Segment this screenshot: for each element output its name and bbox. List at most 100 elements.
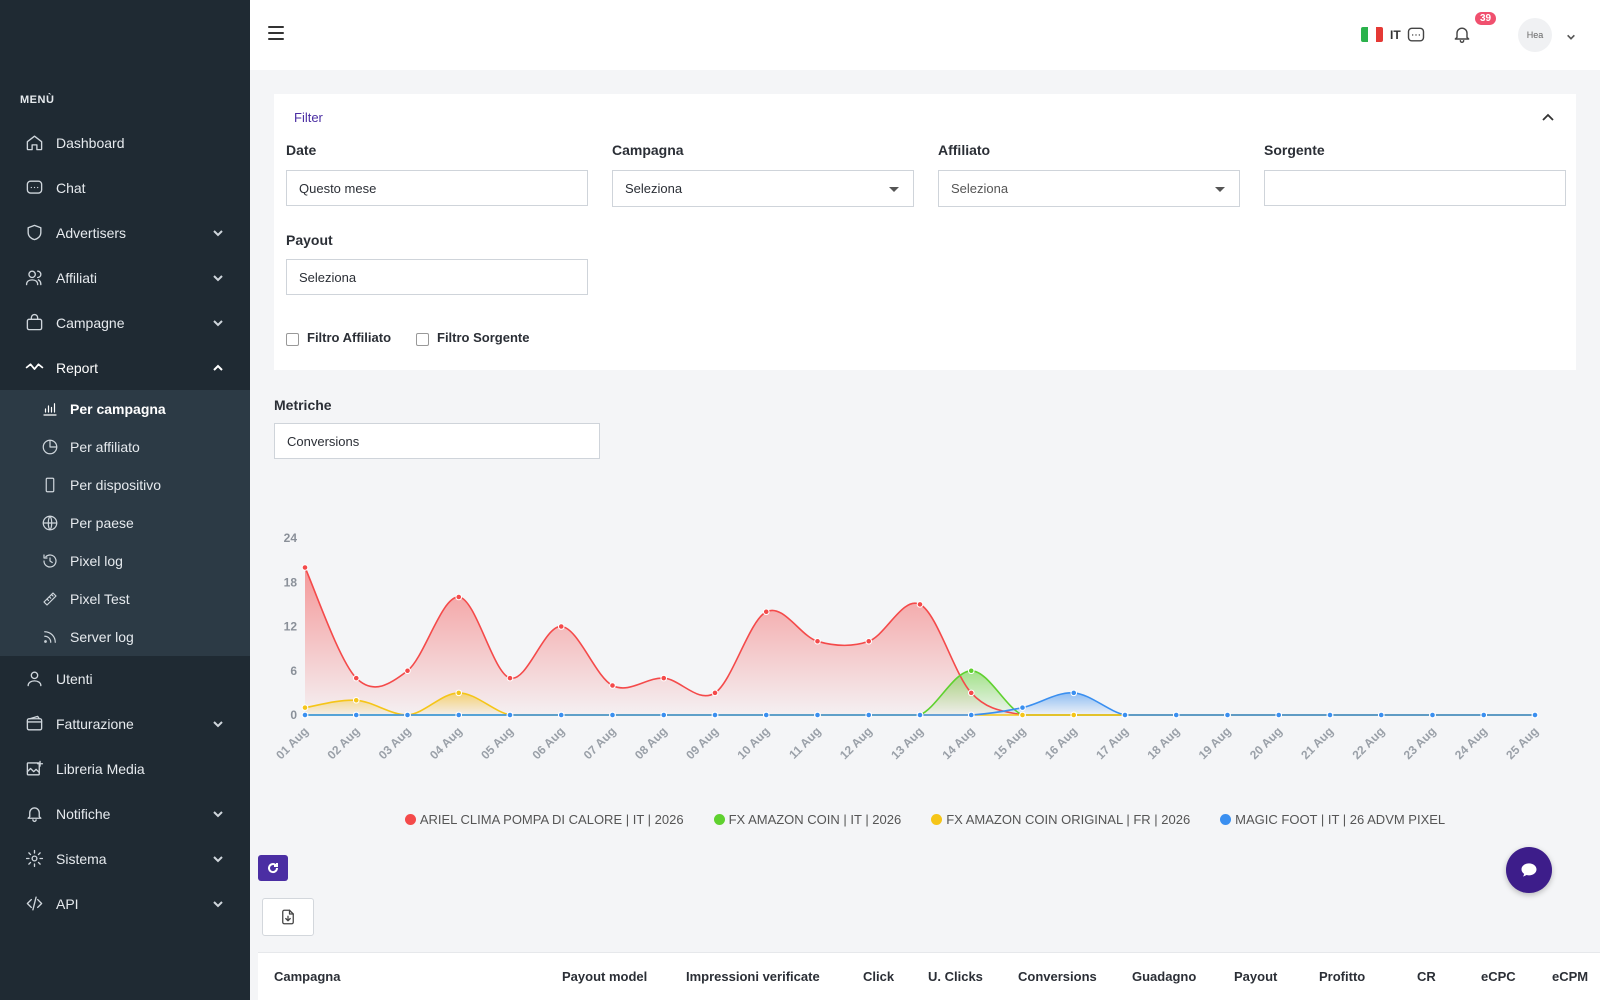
data-point[interactable] — [814, 711, 821, 719]
source-input[interactable] — [1264, 170, 1566, 206]
data-point[interactable] — [916, 601, 924, 608]
sidebar-item-campagne[interactable]: Campagne — [0, 300, 250, 345]
data-point[interactable] — [1224, 711, 1231, 719]
sidebar-item-fatturazione[interactable]: Fatturazione — [0, 701, 250, 746]
data-point[interactable] — [1019, 711, 1026, 719]
data-point[interactable] — [1531, 711, 1539, 719]
data-point[interactable] — [506, 674, 514, 682]
submenu-item-server-log[interactable]: Server log — [0, 618, 250, 656]
data-point[interactable] — [404, 711, 411, 719]
chevron-down-icon[interactable] — [1566, 29, 1576, 40]
table-header-payout-model[interactable]: Payout model — [562, 969, 648, 984]
data-point[interactable] — [609, 711, 616, 719]
data-point[interactable] — [967, 711, 975, 719]
data-point[interactable] — [967, 689, 975, 697]
data-point[interactable] — [506, 711, 514, 719]
data-point[interactable] — [762, 608, 770, 616]
source-filter-checkbox[interactable] — [416, 333, 429, 346]
italy-flag-icon[interactable] — [1361, 27, 1383, 42]
affiliate-filter-label[interactable]: Filtro Affiliato — [307, 330, 392, 345]
data-point[interactable] — [1480, 711, 1488, 719]
data-point[interactable] — [1121, 711, 1129, 719]
export-button[interactable] — [262, 898, 314, 936]
data-point[interactable] — [557, 623, 565, 630]
sidebar-item-advertisers[interactable]: Advertisers — [0, 210, 250, 255]
legend-item[interactable]: MAGIC FOOT | IT | 26 ADVM PIXEL — [1220, 812, 1445, 827]
data-point[interactable] — [455, 593, 463, 601]
table-header-click[interactable]: Click — [863, 969, 895, 984]
submenu-item-per-dispositivo[interactable]: Per dispositivo — [0, 466, 250, 504]
table-header-payout[interactable]: Payout — [1234, 969, 1278, 984]
table-header-cr[interactable]: CR — [1417, 969, 1436, 984]
legend-item[interactable]: FX AMAZON COIN ORIGINAL | FR | 2026 — [931, 812, 1190, 827]
bell-icon[interactable] — [1450, 22, 1474, 46]
data-point[interactable] — [865, 637, 873, 645]
table-header-ecpc[interactable]: eCPC — [1481, 969, 1516, 984]
data-point[interactable] — [1429, 711, 1436, 719]
sidebar-item-sistema[interactable]: Sistema — [0, 836, 250, 881]
chat-icon[interactable] — [1404, 23, 1428, 47]
campaign-select[interactable]: Seleziona — [612, 170, 914, 207]
sidebar-item-report[interactable]: Report — [0, 345, 250, 390]
source-filter-label[interactable]: Filtro Sorgente — [437, 330, 530, 345]
table-header-guadagno[interactable]: Guadagno — [1132, 969, 1197, 984]
sidebar-item-notifiche[interactable]: Notifiche — [0, 791, 250, 836]
data-point[interactable] — [660, 674, 668, 682]
data-point[interactable] — [609, 682, 616, 689]
refresh-button[interactable] — [258, 855, 288, 881]
data-point[interactable] — [711, 689, 719, 697]
data-point[interactable] — [865, 711, 873, 719]
data-point[interactable] — [301, 711, 309, 719]
data-point[interactable] — [1377, 711, 1385, 719]
sidebar-item-utenti[interactable]: Utenti — [0, 656, 250, 701]
language-code[interactable]: IT — [1390, 28, 1401, 42]
data-point[interactable] — [352, 674, 360, 682]
submenu-item-per-affiliato[interactable]: Per affiliato — [0, 428, 250, 466]
data-point[interactable] — [301, 704, 309, 711]
sidebar-item-api[interactable]: API — [0, 881, 250, 926]
data-point[interactable] — [762, 711, 770, 719]
avatar[interactable]: Hea — [1518, 18, 1552, 52]
data-point[interactable] — [1326, 711, 1334, 719]
data-point[interactable] — [1070, 689, 1078, 697]
data-point[interactable] — [352, 711, 360, 719]
table-header-u-clicks[interactable]: U. Clicks — [928, 969, 983, 984]
data-point[interactable] — [967, 667, 975, 675]
sidebar-item-chat[interactable]: Chat — [0, 165, 250, 210]
table-header-ecpm[interactable]: eCPM — [1552, 969, 1589, 984]
submenu-item-per-campagna[interactable]: Per campagna — [0, 390, 250, 428]
submenu-item-pixel-log[interactable]: Pixel log — [0, 542, 250, 580]
chevron-up-icon[interactable] — [1540, 110, 1556, 126]
data-point[interactable] — [916, 711, 924, 719]
table-header-impressioni[interactable]: Impressioni verificate — [686, 969, 820, 984]
hamburger-menu-icon[interactable] — [268, 26, 284, 40]
submenu-item-per-paese[interactable]: Per paese — [0, 504, 250, 542]
data-point[interactable] — [352, 696, 360, 704]
data-point[interactable] — [455, 689, 463, 697]
affiliate-select[interactable]: Seleziona — [938, 170, 1240, 207]
sidebar-item-dashboard[interactable]: Dashboard — [0, 120, 250, 165]
metrics-select[interactable]: Conversions — [274, 423, 600, 459]
affiliate-filter-checkbox[interactable] — [286, 333, 299, 346]
data-point[interactable] — [711, 711, 719, 719]
data-point[interactable] — [557, 711, 565, 719]
data-point[interactable] — [404, 667, 411, 675]
data-point[interactable] — [814, 637, 821, 645]
chat-launcher-button[interactable] — [1506, 847, 1552, 893]
legend-item[interactable]: FX AMAZON COIN | IT | 2026 — [713, 812, 901, 827]
submenu-item-pixel-test[interactable]: Pixel Test — [0, 580, 250, 618]
table-header-campagna[interactable]: Campagna — [274, 969, 341, 984]
payout-field[interactable]: Seleziona — [286, 259, 588, 295]
data-point[interactable] — [301, 564, 309, 571]
table-header-conversions[interactable]: Conversions — [1018, 969, 1097, 984]
sidebar-item-affiliati[interactable]: Affiliati — [0, 255, 250, 300]
data-point[interactable] — [1070, 711, 1078, 719]
legend-item[interactable]: ARIEL CLIMA POMPA DI CALORE | IT | 2026 — [404, 812, 684, 827]
date-field[interactable]: Questo mese — [286, 170, 588, 206]
data-point[interactable] — [1275, 711, 1283, 719]
data-point[interactable] — [660, 711, 668, 719]
data-point[interactable] — [455, 711, 463, 719]
data-point[interactable] — [1019, 704, 1026, 711]
data-point[interactable] — [1172, 711, 1180, 719]
table-header-profitto[interactable]: Profitto — [1319, 969, 1366, 984]
